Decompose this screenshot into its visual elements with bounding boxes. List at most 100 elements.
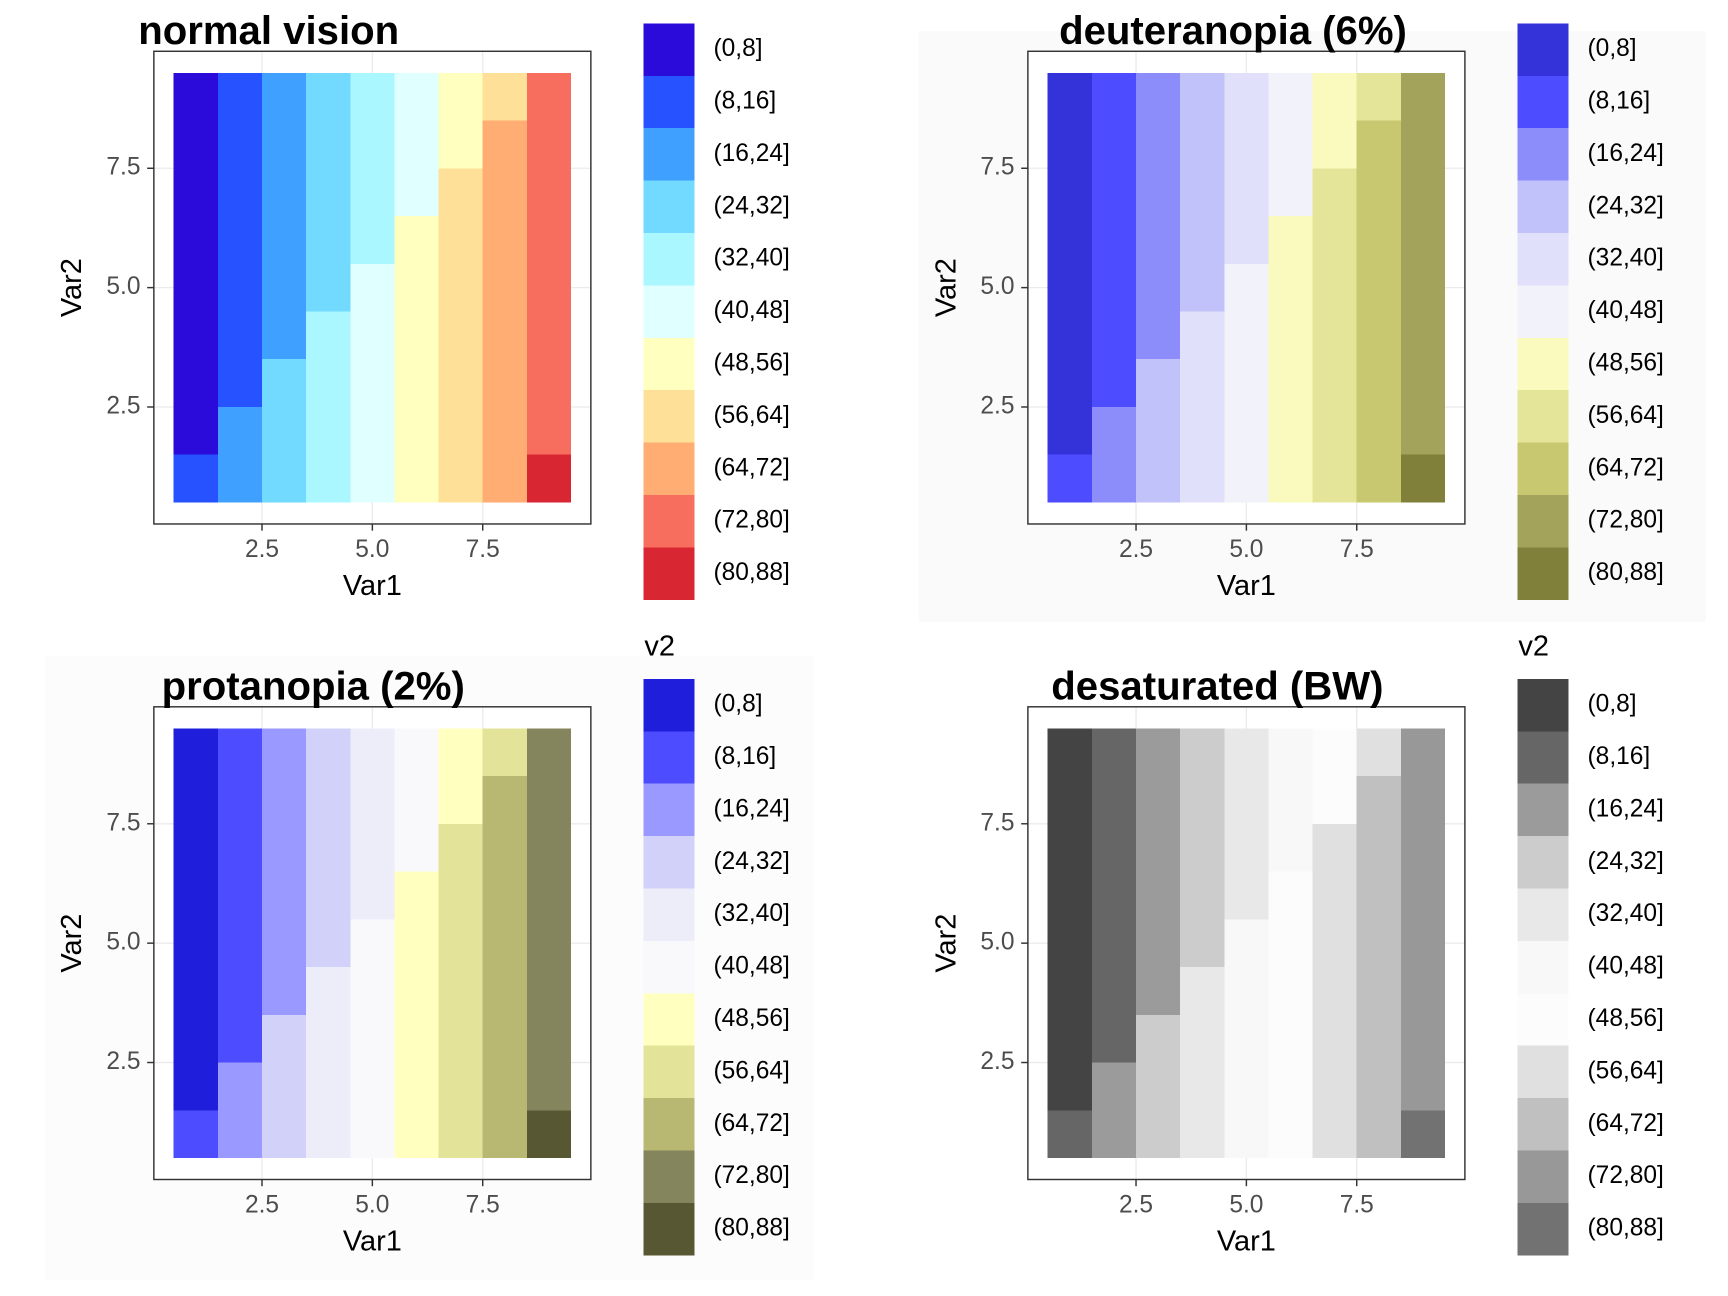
tile bbox=[526, 967, 572, 1015]
tile bbox=[306, 168, 351, 217]
tile bbox=[1356, 871, 1401, 920]
panel: 2.5 5.0 7.5 2.5 5.0 7.5 Var1 Var2 desaturated (B… bbox=[930, 630, 1664, 1257]
tile bbox=[394, 120, 439, 169]
x-tick-label: 5.0 bbox=[1229, 536, 1263, 563]
tile bbox=[1400, 1062, 1446, 1111]
tile bbox=[526, 263, 572, 312]
tile bbox=[1224, 263, 1269, 312]
legend-label: (80,88] bbox=[713, 1215, 789, 1242]
legend-key bbox=[1517, 731, 1569, 784]
tile bbox=[394, 263, 439, 312]
tile bbox=[350, 967, 395, 1015]
tile bbox=[217, 823, 262, 872]
tile bbox=[1047, 120, 1092, 169]
tile bbox=[438, 311, 483, 360]
tile bbox=[1312, 728, 1357, 777]
tile bbox=[1136, 919, 1181, 968]
tile bbox=[1312, 1062, 1357, 1111]
x-axis-title: Var1 bbox=[343, 570, 402, 602]
legend-label: (56,64] bbox=[1588, 402, 1664, 429]
legend-key bbox=[643, 337, 695, 391]
tile bbox=[482, 1110, 527, 1159]
tile bbox=[1091, 728, 1137, 777]
tile bbox=[438, 728, 483, 777]
tile bbox=[306, 359, 351, 407]
tile bbox=[1224, 1110, 1269, 1159]
tile bbox=[526, 72, 572, 121]
tile bbox=[1356, 1062, 1401, 1111]
legend-label: (32,40] bbox=[713, 900, 789, 927]
y-tick-label: 5.0 bbox=[106, 929, 140, 956]
tile bbox=[1224, 168, 1269, 217]
tile bbox=[1047, 871, 1092, 920]
tile bbox=[1136, 728, 1181, 777]
tile bbox=[1312, 120, 1357, 169]
legend-key bbox=[643, 1045, 695, 1099]
tile bbox=[173, 823, 218, 872]
tile bbox=[173, 919, 218, 968]
tile bbox=[1047, 823, 1092, 872]
tile bbox=[438, 359, 483, 407]
legend-label: (32,40] bbox=[1588, 900, 1664, 927]
legend-key bbox=[643, 993, 695, 1046]
tile bbox=[173, 1062, 218, 1111]
legend-label: (24,32] bbox=[713, 192, 789, 219]
legend-label: (40,48] bbox=[713, 297, 789, 324]
legend-label: (40,48] bbox=[1588, 297, 1664, 324]
legend-key bbox=[643, 1098, 695, 1151]
tile bbox=[526, 728, 572, 777]
tile bbox=[1400, 823, 1446, 872]
tile bbox=[526, 406, 572, 455]
tile bbox=[1091, 311, 1137, 360]
tile bbox=[306, 1062, 351, 1111]
tile bbox=[306, 776, 351, 824]
x-axis-title: Var1 bbox=[343, 1226, 402, 1258]
tile bbox=[350, 1062, 395, 1111]
tile bbox=[1047, 311, 1092, 360]
tile bbox=[173, 454, 218, 503]
legend-label: (40,48] bbox=[1588, 953, 1664, 980]
tile bbox=[438, 120, 483, 169]
legend-key bbox=[643, 836, 695, 889]
tile bbox=[261, 263, 307, 312]
tile bbox=[261, 1014, 307, 1063]
tile bbox=[217, 311, 262, 360]
tile bbox=[306, 1110, 351, 1159]
tile bbox=[173, 72, 218, 121]
tile bbox=[482, 359, 527, 407]
tile bbox=[1312, 1014, 1357, 1063]
tile bbox=[1312, 359, 1357, 407]
tile bbox=[1224, 1062, 1269, 1111]
tile bbox=[1400, 216, 1446, 264]
y-tick-label: 5.0 bbox=[106, 273, 140, 300]
tile bbox=[1356, 919, 1401, 968]
tile bbox=[261, 1110, 307, 1159]
y-tick-label: 7.5 bbox=[106, 809, 140, 836]
tile bbox=[394, 1062, 439, 1111]
x-tick-label: 7.5 bbox=[466, 536, 500, 563]
tile bbox=[1268, 263, 1313, 312]
tile bbox=[482, 216, 527, 264]
legend-key bbox=[643, 678, 695, 732]
legend-key bbox=[1517, 75, 1569, 129]
tile bbox=[1356, 967, 1401, 1015]
tile bbox=[1268, 871, 1313, 920]
tile bbox=[350, 120, 395, 169]
tile bbox=[173, 871, 218, 920]
tile bbox=[261, 311, 307, 360]
tile bbox=[1180, 776, 1225, 824]
x-tick-label: 5.0 bbox=[1229, 1192, 1263, 1219]
tile bbox=[217, 728, 262, 777]
tile bbox=[1356, 776, 1401, 824]
y-tick-label: 7.5 bbox=[980, 154, 1014, 181]
tile bbox=[1091, 823, 1137, 872]
tile bbox=[1136, 263, 1181, 312]
tile bbox=[1400, 1014, 1446, 1063]
tile bbox=[1047, 168, 1092, 217]
tile bbox=[1136, 871, 1181, 920]
chart-title: normal vision bbox=[138, 8, 399, 53]
tile bbox=[526, 359, 572, 407]
tile bbox=[1400, 263, 1446, 312]
tile bbox=[306, 406, 351, 455]
tile bbox=[1091, 216, 1137, 264]
